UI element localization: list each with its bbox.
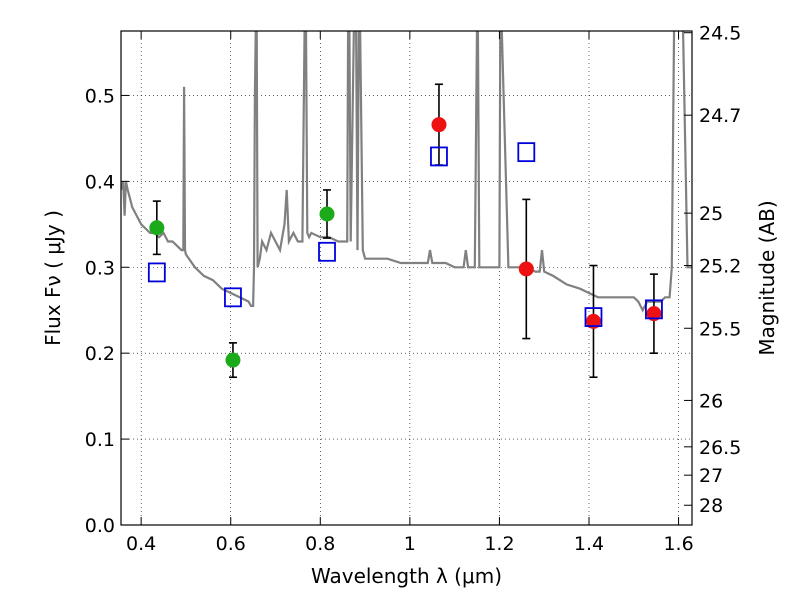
plot-frame (120, 30, 693, 526)
y2-tick-label: 25 (699, 203, 723, 225)
circle-marker (225, 352, 241, 368)
square-marker (517, 142, 536, 163)
circle-marker (319, 206, 335, 222)
x-tick-label: 0.4 (126, 533, 156, 555)
y-tick-label: 0.2 (85, 343, 115, 365)
y2-tick-label: 28 (699, 495, 723, 517)
y2-axis-title: Magnitude (AB) (755, 200, 779, 355)
x-tick-label: 1 (404, 533, 416, 555)
y2-tick-label: 26.5 (699, 437, 741, 459)
square-marker (645, 299, 663, 320)
circle-marker (518, 261, 534, 277)
y-axis-title: Flux Fν ( μJy ) (41, 210, 65, 346)
circle-marker (431, 117, 447, 133)
axis-ticks: 0.4 0.6 0.8 1 1.2 1.4 1.6 0.0 0.1 0.2 0.3 0.4 0.5 24.… (85, 23, 742, 555)
circle-marker (646, 306, 662, 322)
circle-marker (149, 220, 165, 236)
x-tick-label: 1.6 (663, 533, 693, 555)
data-points (147, 83, 663, 379)
spectrum-line (121, 31, 692, 313)
x-axis-title: Wavelength λ (μm) (311, 564, 502, 588)
x-tick-label: 1.4 (574, 533, 604, 555)
y-tick-label: 0.4 (85, 171, 115, 193)
y-tick-label: 0.1 (85, 429, 115, 451)
y2-tick-label: 24.7 (699, 105, 741, 127)
y2-tick-label: 24.5 (699, 23, 741, 45)
circle-marker (585, 313, 601, 329)
y-tick-label: 0.0 (85, 515, 115, 537)
y2-tick-label: 25.2 (699, 256, 741, 278)
square-marker (147, 262, 166, 283)
y2-tick-label: 25.5 (699, 318, 741, 340)
square-marker (584, 307, 603, 327)
square-marker (318, 241, 336, 262)
y-tick-label: 0.3 (85, 257, 115, 279)
model-spectrum (121, 31, 692, 313)
y2-tick-label: 27 (699, 465, 723, 487)
x-tick-label: 1.2 (484, 533, 514, 555)
x-tick-label: 0.6 (216, 533, 246, 555)
y2-tick-label: 26 (699, 390, 723, 412)
square-marker (224, 287, 242, 308)
x-tick-label: 0.8 (305, 533, 335, 555)
y-tick-label: 0.5 (85, 85, 115, 107)
square-marker (430, 146, 448, 167)
